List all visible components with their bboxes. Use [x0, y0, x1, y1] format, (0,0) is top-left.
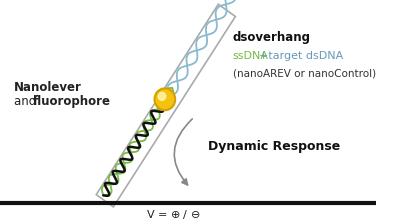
Text: and: and [14, 95, 40, 108]
Text: fluorophore: fluorophore [33, 95, 111, 108]
Text: V = $\oplus$ / $\ominus$: V = $\oplus$ / $\ominus$ [146, 208, 200, 221]
Text: Nanolever: Nanolever [14, 81, 82, 94]
Text: Dynamic Response: Dynamic Response [209, 140, 341, 153]
Circle shape [154, 88, 175, 110]
Text: ssDNA: ssDNA [233, 51, 269, 61]
Text: +target dsDNA: +target dsDNA [259, 51, 343, 61]
Text: dsoverhang: dsoverhang [233, 31, 311, 44]
Circle shape [158, 92, 166, 100]
Text: (nanoAREV or nanoControl): (nanoAREV or nanoControl) [233, 68, 376, 78]
FancyArrowPatch shape [174, 119, 192, 185]
